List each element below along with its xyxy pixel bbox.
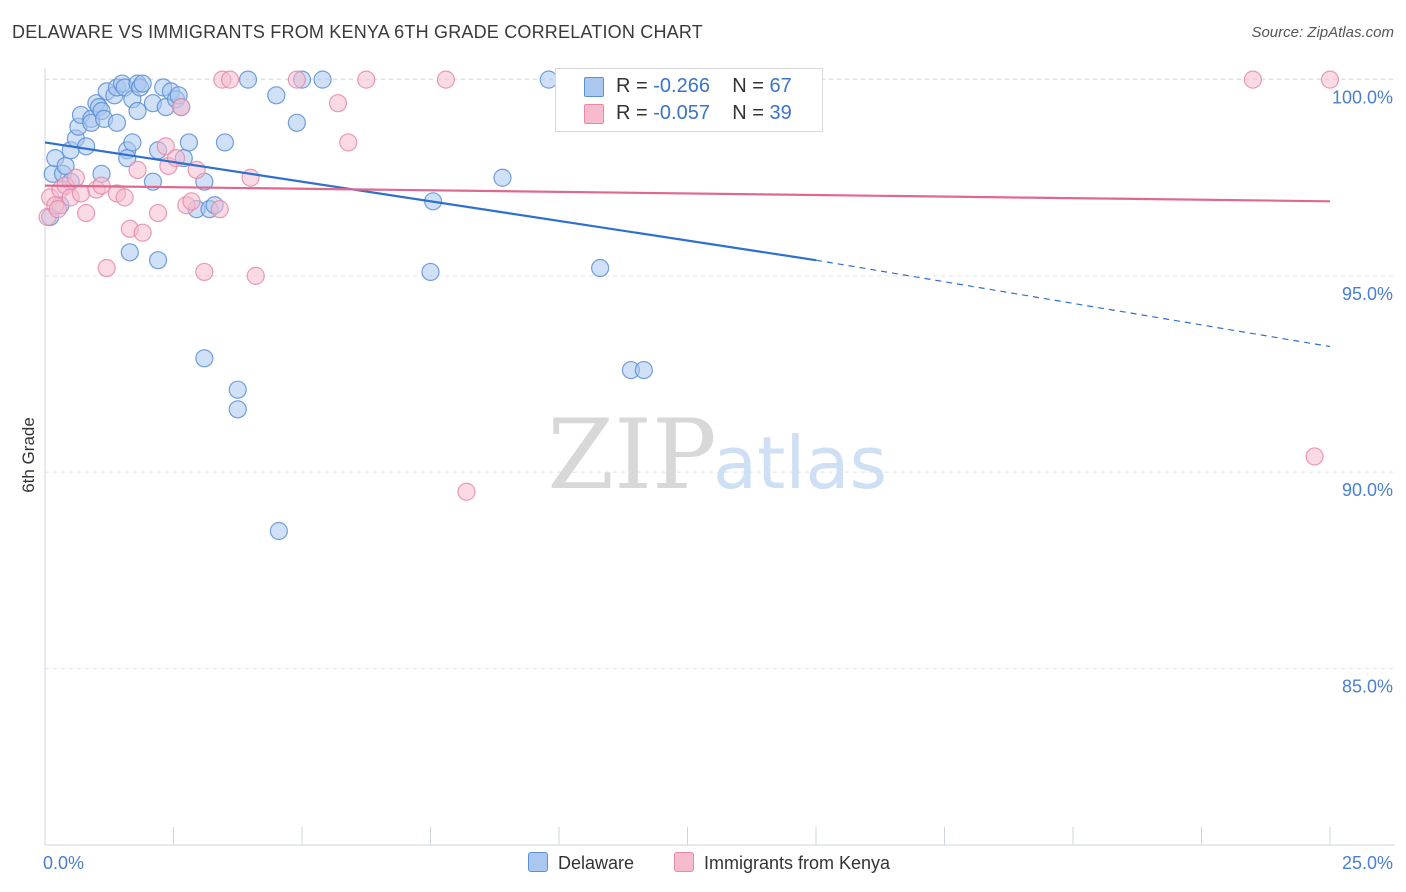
kenya-point <box>77 203 96 223</box>
delaware-point <box>228 380 247 399</box>
kenya-point <box>357 70 376 89</box>
delaware-point <box>267 86 286 105</box>
kenya-point <box>115 188 134 207</box>
delaware-r-value: -0.266 <box>653 75 710 97</box>
kenya-point <box>172 97 191 117</box>
data-points <box>38 70 1340 541</box>
watermark-atlas: atlas <box>713 421 887 505</box>
watermark-zip: ZIP <box>547 399 716 511</box>
kenya-point <box>1320 70 1340 89</box>
stats-legend: R = -0.266 N = 67 R = -0.057 N = 39 <box>555 68 823 132</box>
kenya-r-value: -0.057 <box>653 102 710 124</box>
delaware-point <box>133 74 152 93</box>
kenya-n-label: N = <box>732 102 770 124</box>
delaware-point <box>120 243 139 262</box>
delaware-point <box>493 168 512 187</box>
kenya-point <box>328 94 348 113</box>
bottom-kenya-label: Immigrants from Kenya <box>704 853 891 873</box>
kenya-r-label: R = <box>616 102 654 124</box>
kenya-point <box>246 266 265 285</box>
kenya-point <box>66 168 85 187</box>
delaware-point <box>421 262 440 282</box>
kenya-point <box>182 192 201 211</box>
kenya-stats: R = -0.057 N = 39 <box>616 102 792 125</box>
bottom-delaware-label: Delaware <box>558 853 635 873</box>
x-tick-label-max: 25.0% <box>1342 853 1393 873</box>
kenya-point <box>287 70 306 89</box>
delaware-point <box>634 360 653 380</box>
kenya-point <box>220 70 240 89</box>
kenya-point <box>156 137 175 156</box>
source-label: Source: ZipAtlas.com <box>1251 24 1394 41</box>
delaware-point <box>215 133 234 152</box>
delaware-point <box>228 400 247 419</box>
kenya-point <box>148 203 168 223</box>
delaware-point <box>287 113 306 132</box>
kenya-point <box>457 482 476 501</box>
delaware-point <box>195 349 214 368</box>
delaware-swatch <box>584 77 604 97</box>
delaware-stats: R = -0.266 N = 67 <box>616 75 792 98</box>
delaware-point <box>238 70 258 89</box>
y-tick-label: 100.0% <box>1332 88 1393 108</box>
y-tick-label: 90.0% <box>1342 480 1393 500</box>
x-tick-label-min: 0.0% <box>43 853 84 873</box>
kenya-point <box>128 160 147 179</box>
delaware-point <box>148 251 168 270</box>
kenya-trendline <box>44 184 1331 203</box>
trend-lines <box>44 141 1331 348</box>
delaware-point <box>77 137 96 156</box>
kenya-point <box>210 200 229 219</box>
delaware-point <box>269 521 288 541</box>
kenya-point <box>71 184 91 203</box>
y-tick-label: 95.0% <box>1342 284 1393 304</box>
kenya-point <box>436 70 456 89</box>
delaware-trendline-extension <box>815 259 1331 348</box>
bottom-delaware-swatch <box>528 852 548 872</box>
tick-labels: 100.0% 95.0% 90.0% 85.0% 0.0% 25.0% 6th Grade <box>19 88 1393 873</box>
delaware-point <box>128 101 147 121</box>
bottom-kenya-swatch <box>674 852 694 872</box>
y-axis-title: 6th Grade <box>19 417 38 493</box>
watermark: ZIP atlas <box>547 399 887 511</box>
delaware-r-label: R = <box>616 75 654 97</box>
delaware-point <box>179 133 199 152</box>
kenya-point <box>241 168 260 187</box>
kenya-point <box>339 133 358 152</box>
kenya-point <box>195 262 214 282</box>
bottom-legend-delaware: Delaware <box>528 852 634 874</box>
chart-title: DELAWARE VS IMMIGRANTS FROM KENYA 6TH GR… <box>12 22 703 42</box>
delaware-point <box>123 133 142 152</box>
delaware-trendline <box>44 141 817 262</box>
y-tick-label: 85.0% <box>1342 676 1393 696</box>
delaware-point <box>313 70 332 89</box>
grid-lines <box>45 78 1395 669</box>
delaware-n-value: 67 <box>769 75 792 97</box>
kenya-point <box>1243 70 1263 89</box>
delaware-n-label: N = <box>732 75 770 97</box>
kenya-swatch <box>584 104 604 124</box>
kenya-n-value: 39 <box>769 102 792 124</box>
delaware-point <box>107 113 127 132</box>
delaware-point <box>591 258 610 278</box>
kenya-point <box>97 258 116 278</box>
kenya-point <box>48 200 67 219</box>
kenya-point <box>1305 447 1324 466</box>
bottom-legend-kenya: Immigrants from Kenya <box>674 852 890 874</box>
kenya-point <box>133 223 152 242</box>
